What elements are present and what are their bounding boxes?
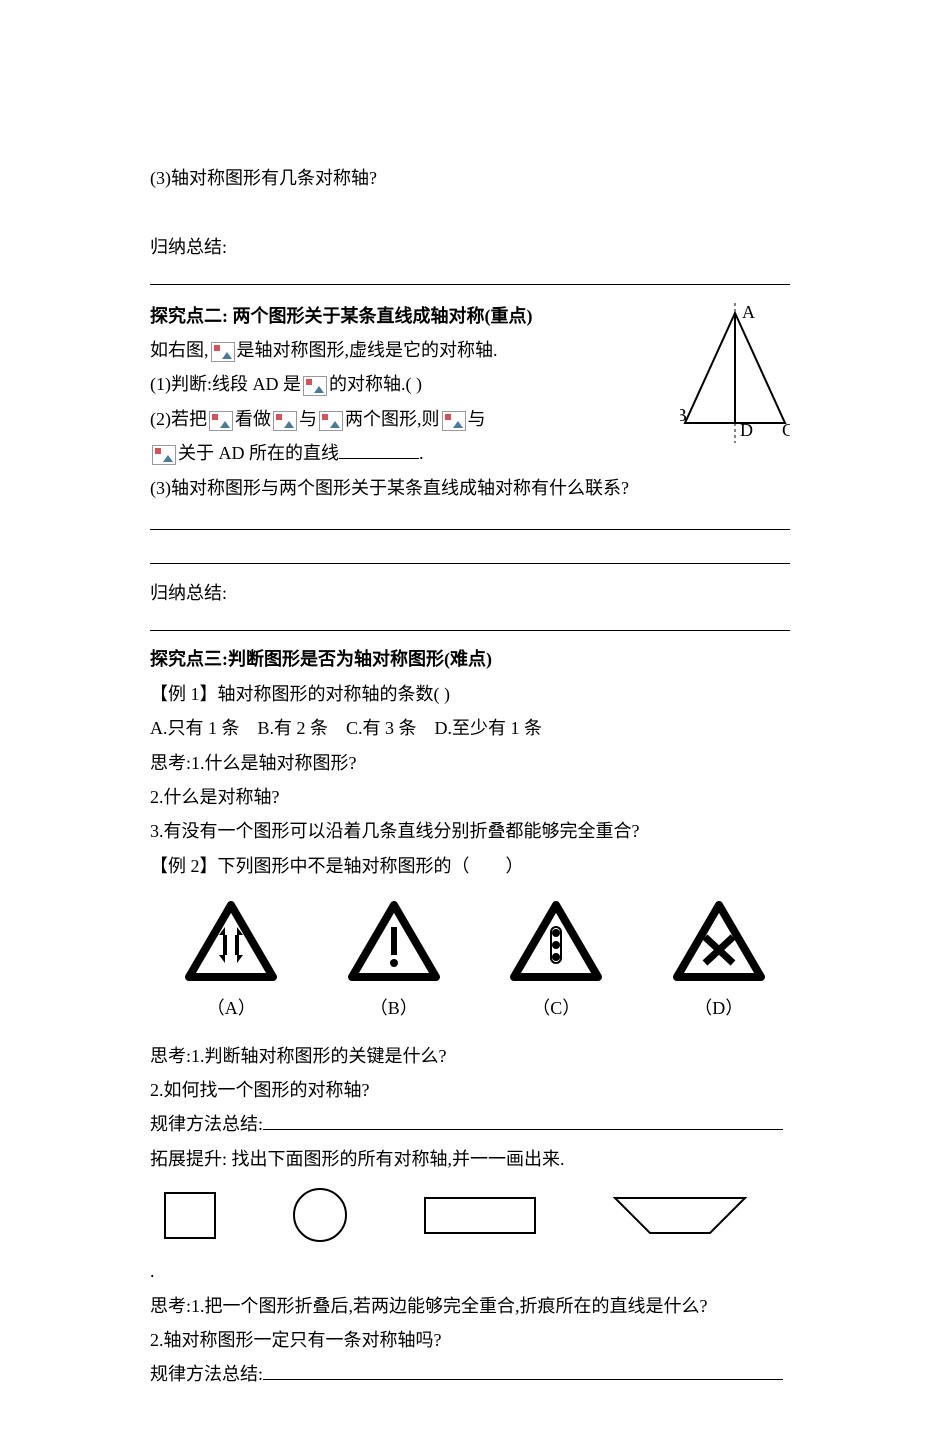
extend: 拓展提升: 找出下面图形的所有对称轴,并一一画出来. (150, 1143, 800, 1175)
induct-2: 归纳总结: (150, 577, 800, 642)
sec2-line4: 关于 AD 所在的直线. (150, 437, 670, 469)
think2: 2.什么是对称轴? (150, 781, 800, 813)
placeholder-icon (273, 411, 297, 431)
sign-A: （A） (181, 897, 281, 1024)
example1: 【例 1】轴对称图形的对称轴的条数( ) (150, 678, 800, 710)
sec2-line5: (3)轴对称图形与两个图形关于某条直线成轴对称有什么联系? (150, 472, 670, 504)
sec2-line1: 如右图,是轴对称图形,虚线是它的对称轴. (150, 334, 670, 366)
question-3: (3)轴对称图形有几条对称轴? (150, 162, 800, 194)
label-B: B (680, 405, 687, 425)
blank-line (150, 284, 790, 285)
post-think2: 2.如何找一个图形的对称轴? (150, 1074, 800, 1106)
section3-title: 探究点三:判断图形是否为轴对称图形(难点) (150, 643, 800, 675)
think1: 思考:1.什么是轴对称图形? (150, 747, 800, 779)
sign-D: （D） (669, 897, 769, 1024)
placeholder-icon (319, 411, 343, 431)
induct-label: 归纳总结: (150, 237, 227, 257)
example2: 【例 2】下列图形中不是轴对称图形的（ ） (150, 850, 800, 882)
sign-options: （A） （B） （C） （D） (150, 897, 800, 1024)
rule-summary-2: 规律方法总结: (150, 1358, 800, 1390)
think3: 3.有没有一个图形可以沿着几条直线分别折叠都能够完全重合? (150, 815, 800, 847)
period: . (150, 1255, 158, 1287)
label-A: A (742, 303, 755, 322)
section2-title: 探究点二: 两个图形关于某条直线成轴对称(重点) (150, 300, 670, 332)
sec2-line3: (2)若把看做与两个图形,则与 (150, 403, 670, 435)
blank-line (263, 1129, 783, 1130)
sign-B: （B） (344, 897, 444, 1024)
placeholder-icon (303, 376, 327, 396)
induct-1: 归纳总结: (150, 231, 800, 296)
example1-options: A.只有 1 条 B.有 2 条 C.有 3 条 D.至少有 1 条 (150, 712, 800, 744)
final-think2: 2.轴对称图形一定只有一条对称轴吗? (150, 1324, 800, 1356)
label-C: C (782, 420, 790, 440)
rule-summary-1: 规律方法总结: (150, 1108, 800, 1140)
sec2-line2: (1)判断:线段 AD 是的对称轴.( ) (150, 368, 670, 400)
placeholder-icon (209, 411, 233, 431)
shape-circle (290, 1185, 350, 1245)
placeholder-icon (152, 445, 176, 465)
blank-line (263, 1379, 783, 1380)
triangle-figure: A B C D (680, 298, 800, 453)
post-think1: 思考:1.判断轴对称图形的关键是什么? (150, 1040, 800, 1072)
blank-line (150, 630, 790, 631)
shape-rect (420, 1193, 540, 1238)
shapes-row (160, 1185, 800, 1245)
shape-trapezoid (610, 1193, 750, 1238)
shape-square (160, 1188, 220, 1243)
sign-C: （C） (506, 897, 606, 1024)
blank-line (150, 529, 790, 530)
final-think1: 思考:1.把一个图形折叠后,若两边能够完全重合,折痕所在的直线是什么? (150, 1290, 800, 1322)
blank-line (150, 563, 790, 564)
label-D: D (740, 420, 753, 440)
blank-line (339, 458, 419, 459)
placeholder-icon (442, 411, 466, 431)
placeholder-icon (211, 342, 235, 362)
